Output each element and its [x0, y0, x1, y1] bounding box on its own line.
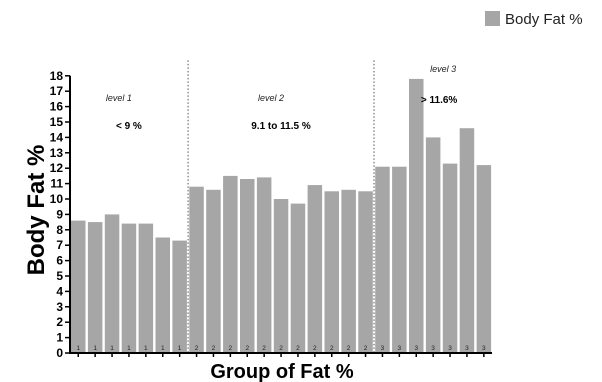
y-tick-label: 6: [56, 254, 63, 268]
y-tick-label: 5: [56, 269, 63, 283]
y-tick-label: 0: [56, 346, 63, 360]
y-tick-label: 12: [50, 161, 64, 175]
bar: [121, 223, 137, 353]
bar: [307, 185, 323, 353]
category-label: 3: [482, 345, 486, 352]
y-tick-label: 17: [50, 84, 64, 98]
category-label: 1: [93, 345, 97, 352]
category-label: 2: [195, 345, 199, 352]
y-tick-label: 3: [56, 300, 63, 314]
y-tick-label: 15: [50, 115, 64, 129]
bar: [459, 128, 475, 353]
group-label: level 2: [258, 93, 284, 103]
group-range-label: 9.1 to 11.5 %: [251, 121, 311, 132]
category-label: 3: [465, 345, 469, 352]
legend-swatch: [485, 11, 500, 26]
y-tick-label: 16: [50, 100, 64, 114]
legend-label: Body Fat %: [505, 11, 583, 28]
y-tick-label: 13: [50, 146, 64, 160]
group-range-label: > 11.6%: [421, 95, 458, 106]
bar: [273, 199, 289, 353]
group-label: level 1: [106, 93, 132, 103]
group-label: level 3: [430, 64, 456, 74]
category-label: 2: [330, 345, 334, 352]
bar: [155, 237, 170, 353]
category-label: 1: [161, 345, 165, 352]
bar: [425, 137, 441, 353]
category-label: 3: [431, 345, 435, 352]
category-label: 1: [110, 345, 114, 352]
bar: [358, 191, 373, 353]
y-tick-label: 7: [56, 238, 63, 252]
bar: [206, 189, 221, 353]
category-label: 1: [144, 345, 148, 352]
category-label: 3: [381, 345, 385, 352]
bar: [71, 220, 86, 353]
bar: [189, 186, 204, 353]
category-label: 1: [76, 345, 80, 352]
bar: [409, 78, 424, 354]
y-tick-label: 9: [56, 207, 63, 221]
bar: [240, 179, 255, 353]
bar: [476, 165, 492, 353]
category-label: 2: [228, 345, 232, 352]
bar: [375, 166, 390, 353]
y-tick-label: 4: [56, 284, 63, 298]
category-label: 2: [212, 345, 216, 352]
y-tick-label: 10: [50, 192, 64, 206]
bar: [223, 175, 238, 353]
category-label: 2: [262, 345, 266, 352]
bar: [256, 177, 272, 353]
bar: [87, 222, 103, 353]
bar: [138, 223, 154, 353]
bar: [290, 203, 306, 353]
y-tick-label: 2: [56, 315, 63, 329]
category-label: 1: [178, 345, 182, 352]
bar: [172, 240, 187, 353]
category-label: 2: [279, 345, 283, 352]
y-tick-label: 1: [56, 331, 63, 345]
legend: Body Fat %: [485, 11, 583, 28]
y-tick-label: 8: [56, 223, 63, 237]
category-label: 3: [414, 345, 418, 352]
bar: [341, 189, 356, 353]
category-label: 2: [313, 345, 317, 352]
bar: [324, 191, 339, 353]
category-label: 3: [448, 345, 452, 352]
bar: [442, 163, 458, 353]
category-label: 2: [245, 345, 249, 352]
category-label: 2: [347, 345, 351, 352]
category-label: 1: [127, 345, 131, 352]
category-label: 2: [296, 345, 300, 352]
y-axis-title: Body Fat %: [23, 145, 50, 276]
y-tick-label: 14: [50, 130, 64, 144]
y-tick-label: 11: [50, 177, 63, 191]
bar: [392, 166, 407, 353]
bar: [104, 214, 120, 353]
category-label: 3: [397, 345, 401, 352]
group-range-label: < 9 %: [116, 121, 142, 132]
category-label: 2: [364, 345, 368, 352]
x-axis-title: Group of Fat %: [210, 361, 354, 382]
y-tick-label: 18: [50, 69, 64, 83]
